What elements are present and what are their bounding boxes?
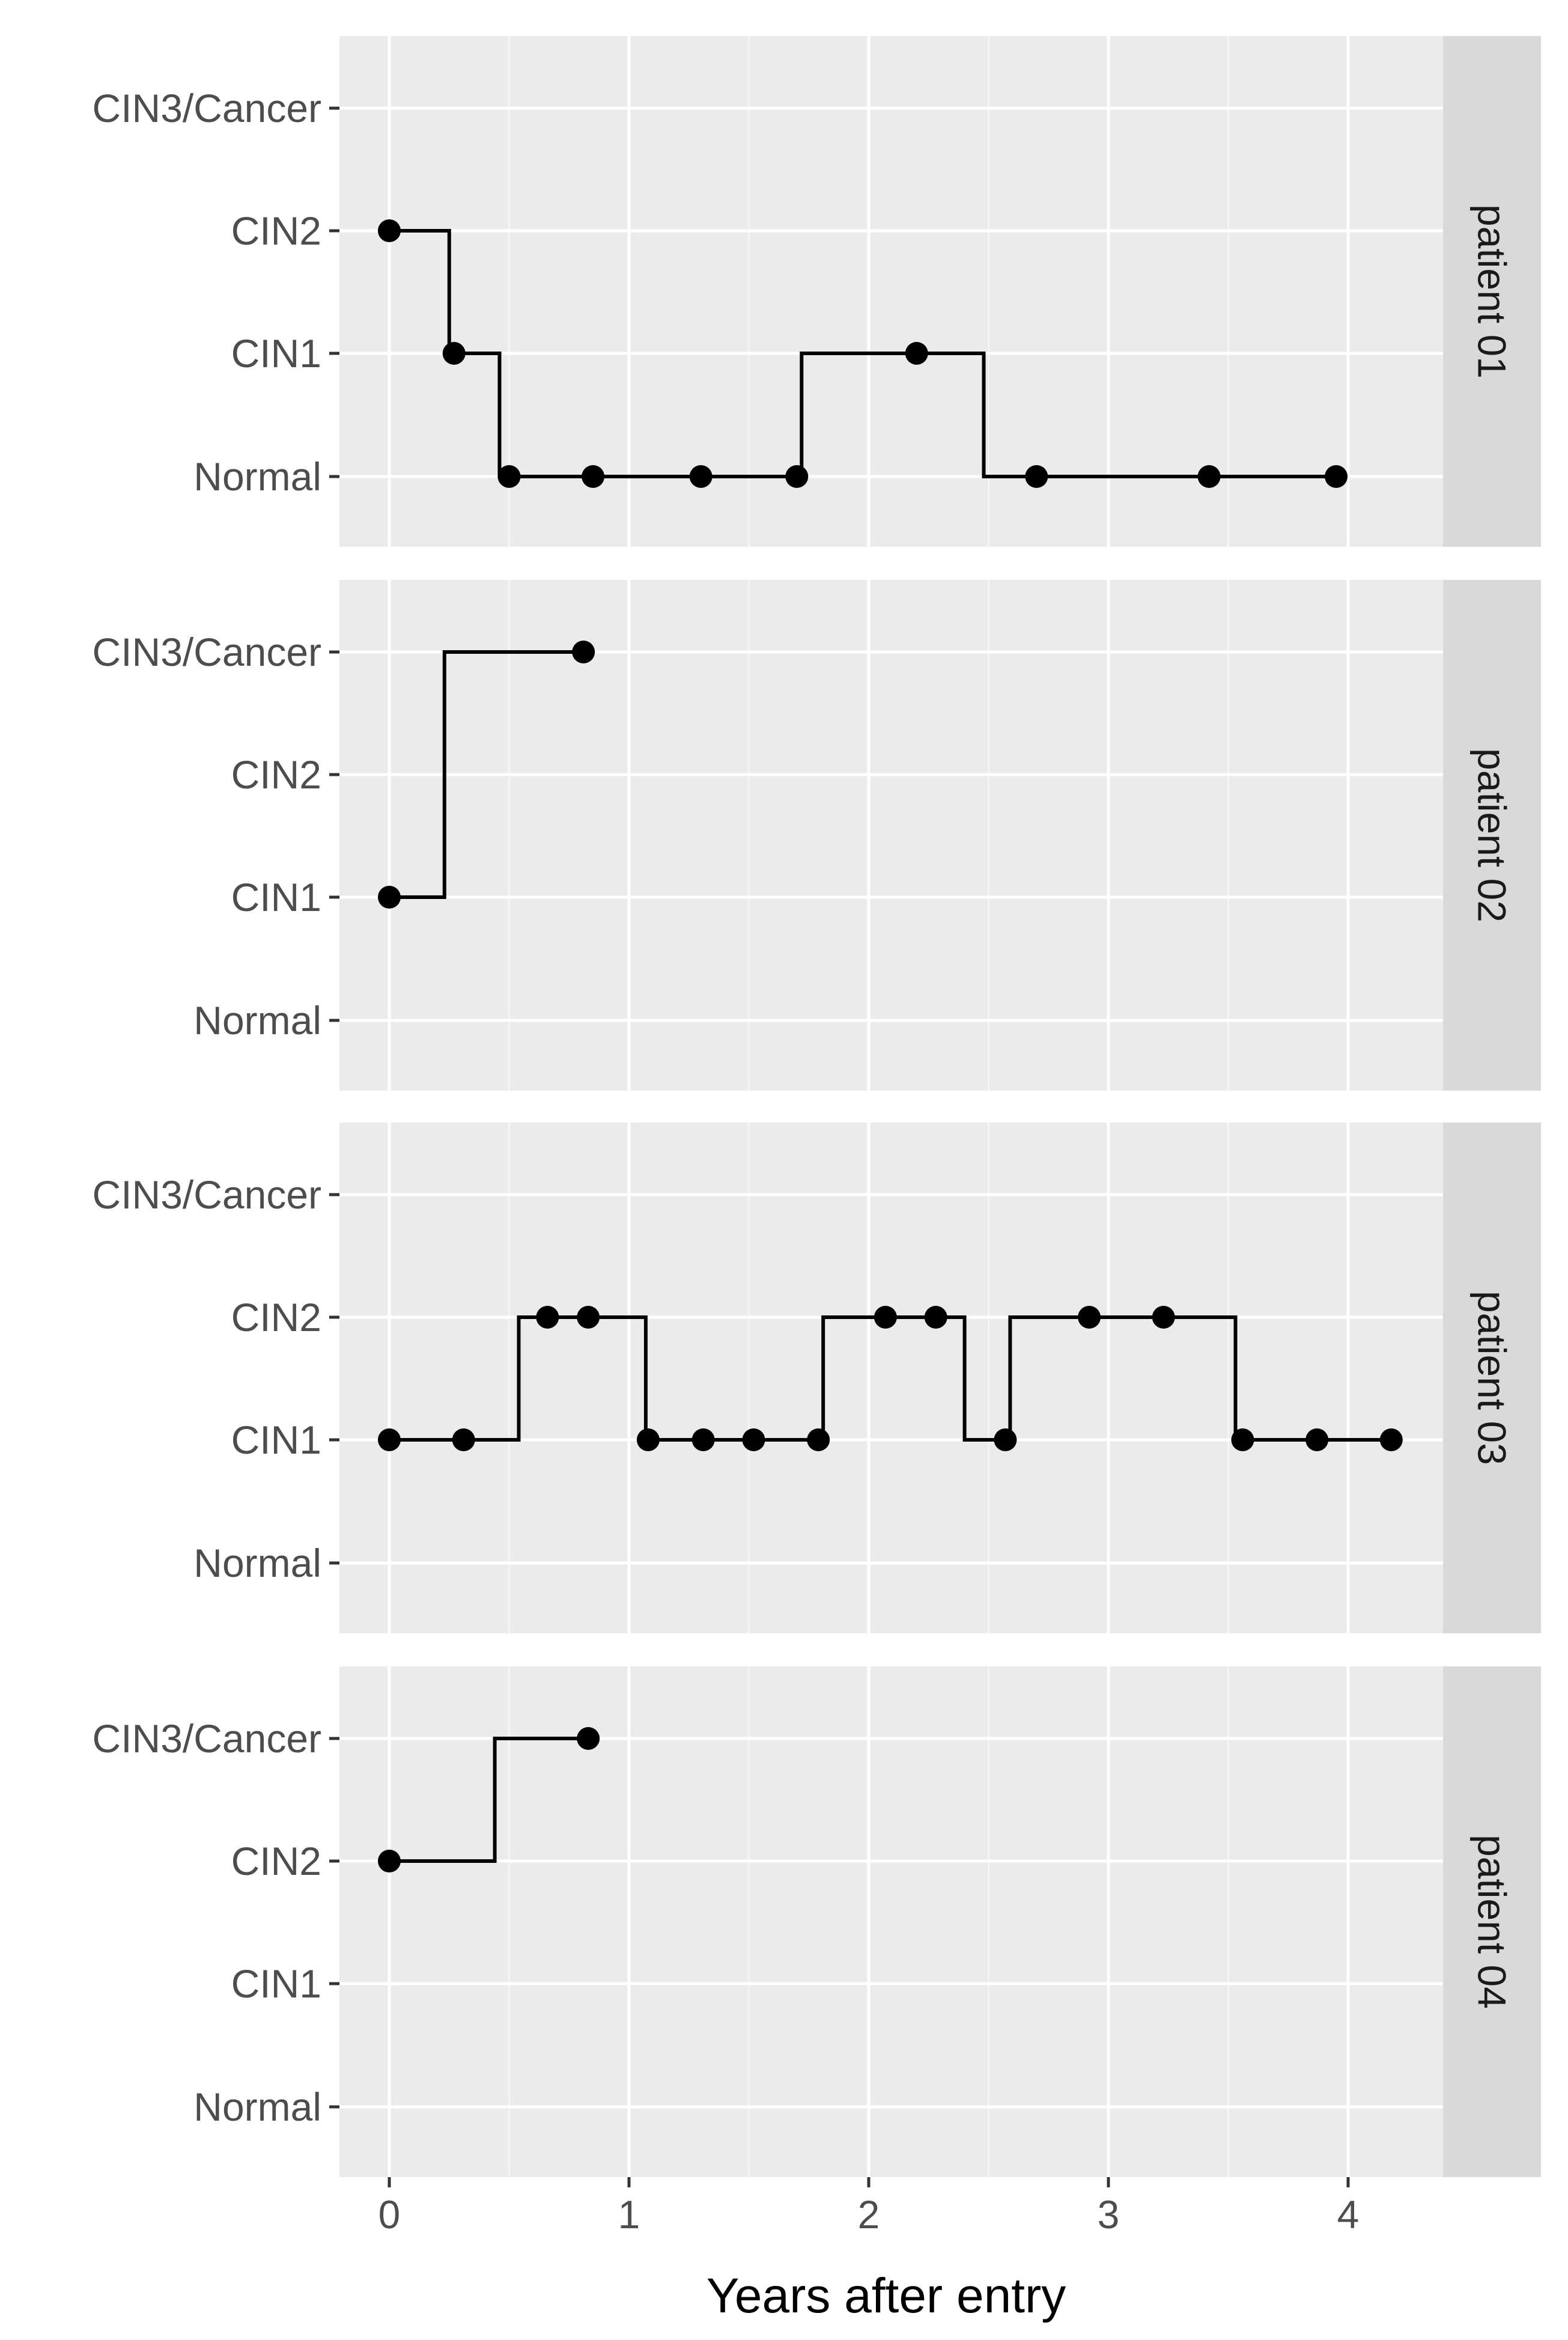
data-point: [378, 1850, 401, 1872]
data-point: [636, 1428, 660, 1451]
data-point: [691, 1428, 715, 1451]
data-point: [1025, 465, 1048, 488]
data-point: [572, 641, 595, 663]
facet-strip: [1443, 1123, 1541, 1633]
y-tick-label: CIN3/Cancer: [93, 1716, 321, 1761]
y-tick-label: CIN1: [231, 1418, 321, 1462]
y-tick-label: Normal: [193, 454, 321, 499]
series-step-line: [389, 229, 1337, 478]
data-point: [742, 1428, 765, 1451]
y-tick-label: CIN2: [231, 1839, 321, 1883]
y-tick-label: CIN1: [231, 331, 321, 376]
data-point: [536, 1306, 559, 1329]
data-point: [452, 1428, 475, 1451]
y-tick-label: CIN2: [231, 752, 321, 797]
y-tick-label: CIN3/Cancer: [93, 86, 321, 130]
data-point: [1379, 1428, 1403, 1451]
facet-strip: [1443, 580, 1541, 1091]
y-tick-label: Normal: [193, 998, 321, 1043]
data-point: [1078, 1306, 1101, 1329]
data-point: [1152, 1306, 1175, 1329]
y-tick-label: CIN1: [231, 875, 321, 919]
data-point: [994, 1428, 1017, 1451]
data-point: [1197, 465, 1221, 488]
data-point: [378, 219, 401, 242]
facet-strip: [1443, 36, 1541, 547]
y-tick-label: Normal: [193, 1541, 321, 1585]
x-tick-label: 2: [858, 2192, 880, 2237]
data-point: [1231, 1428, 1254, 1451]
series-step-line: [389, 650, 584, 899]
x-tick-label: 3: [1098, 2192, 1120, 2237]
data-point: [577, 1727, 600, 1750]
facet-strip-label: patient 02: [1470, 748, 1515, 922]
data-point: [785, 465, 809, 488]
y-tick-label: CIN3/Cancer: [93, 1172, 321, 1217]
x-tick-label: 1: [618, 2192, 640, 2237]
data-point: [582, 465, 605, 488]
panel-background: [339, 36, 1443, 547]
y-tick-label: CIN2: [231, 1295, 321, 1339]
panel: Normal CIN1 CIN2 CIN3/Cancer patient 02: [93, 580, 1541, 1091]
data-point: [807, 1428, 830, 1451]
y-tick-label: CIN3/Cancer: [93, 630, 321, 674]
panel: Normal CIN1 CIN2 CIN3/Cancer patient 03: [93, 1123, 1541, 1633]
y-tick-label: CIN2: [231, 209, 321, 253]
data-point: [689, 465, 713, 488]
data-point: [874, 1306, 897, 1329]
data-point: [577, 1306, 600, 1329]
y-tick-label: Normal: [193, 2085, 321, 2129]
y-tick-label: CIN1: [231, 1961, 321, 2006]
facet-strip-label: patient 01: [1470, 204, 1515, 379]
data-point: [497, 465, 521, 488]
panel: Normal CIN1 CIN2 CIN3/Cancer patient 04: [93, 1666, 1541, 2177]
series-step-line: [389, 1737, 589, 1863]
panel-background: [339, 1123, 1443, 1633]
x-tick-label: 0: [378, 2192, 401, 2237]
facet-strip-label: patient 03: [1470, 1291, 1515, 1465]
data-point: [378, 1428, 401, 1451]
data-point: [1325, 465, 1348, 488]
panel: Normal CIN1 CIN2 CIN3/Cancer patient 01: [93, 36, 1541, 547]
facet-strip: [1443, 1666, 1541, 2177]
data-point: [905, 342, 928, 365]
data-point: [442, 342, 466, 365]
data-point: [924, 1306, 947, 1329]
x-axis: 0 1 2 3 4: [378, 2177, 1360, 2237]
panel-background: [339, 580, 1443, 1091]
panel-background: [339, 1666, 1443, 2177]
x-tick-label: 4: [1337, 2192, 1360, 2237]
x-axis-title: Years after entry: [707, 2268, 1066, 2323]
data-point: [378, 886, 401, 909]
data-point: [1305, 1428, 1329, 1451]
facet-strip-label: patient 04: [1470, 1835, 1515, 2009]
